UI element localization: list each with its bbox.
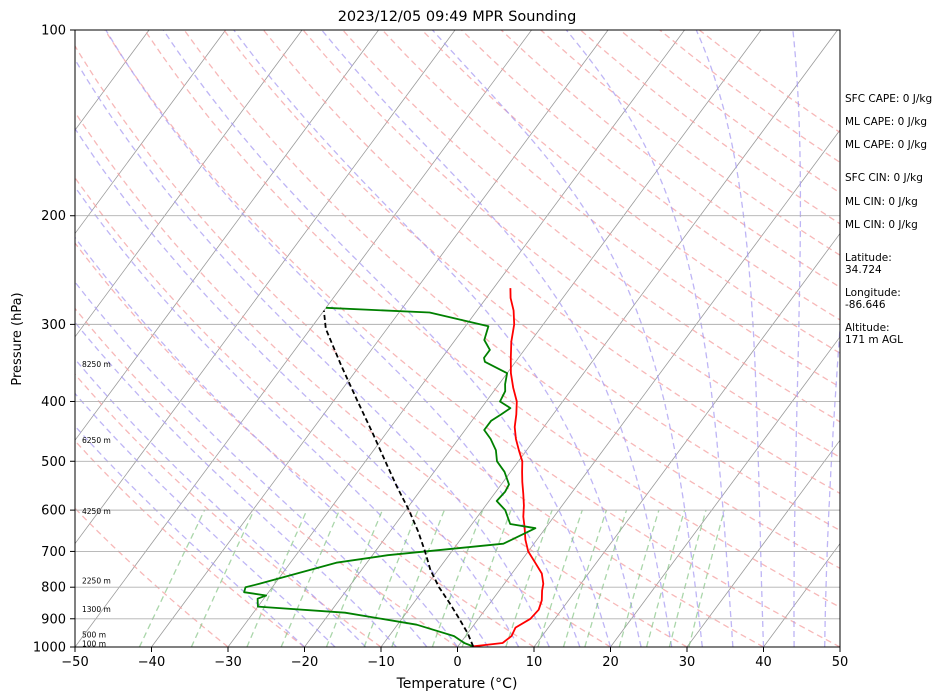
ml-cape-label-2: ML CAPE: 0 J/kg bbox=[845, 139, 928, 151]
background-reference-lines bbox=[75, 30, 840, 647]
isotherm bbox=[75, 30, 456, 545]
x-tick-label: 0 bbox=[453, 655, 461, 670]
moist-adiabat bbox=[75, 321, 397, 647]
temperature-profile bbox=[471, 288, 545, 647]
ml-cin-label-2: ML CIN: 0 J/kg bbox=[845, 219, 918, 231]
moist-adiabat bbox=[792, 30, 802, 647]
y-tick-label: 100 bbox=[41, 24, 66, 39]
chart-title: 2023/12/05 09:49 MPR Sounding bbox=[338, 9, 577, 25]
height-label: 4250 m bbox=[82, 507, 111, 516]
height-label: 6250 m bbox=[82, 436, 111, 445]
moist-adiabat bbox=[75, 358, 367, 647]
isotherm bbox=[75, 30, 303, 338]
moist-adiabat bbox=[321, 30, 673, 647]
x-tick-label: −10 bbox=[367, 655, 394, 670]
longitude-value: -86.646 bbox=[845, 299, 886, 311]
y-axis-ticks: 100 200 300 400 500 600 700 800 900 1000 bbox=[33, 24, 75, 656]
moist-adiabat bbox=[162, 30, 612, 647]
height-label: 500 m bbox=[82, 631, 106, 640]
moist-adiabat bbox=[75, 58, 550, 647]
x-tick-label: 40 bbox=[755, 655, 772, 670]
dry-adiabat bbox=[104, 30, 840, 647]
mixing-ratio-line bbox=[688, 509, 725, 647]
dry-adiabat bbox=[75, 439, 305, 647]
mixing-ratio-line bbox=[461, 509, 512, 647]
moist-adiabat bbox=[105, 30, 581, 647]
y-tick-label: 600 bbox=[41, 504, 66, 519]
dry-adiabat bbox=[183, 30, 840, 570]
mixing-ratio-line bbox=[584, 509, 628, 647]
y-axis-label: Pressure (hPa) bbox=[10, 292, 25, 385]
mixing-ratio-line bbox=[138, 509, 206, 647]
isotherm bbox=[686, 439, 840, 647]
isotherm bbox=[151, 30, 609, 647]
ml-cape-label: ML CAPE: 0 J/kg bbox=[845, 116, 928, 128]
height-label: 1300 m bbox=[82, 605, 111, 614]
dry-adiabat bbox=[421, 30, 840, 354]
ml-cin-label: ML CIN: 0 J/kg bbox=[845, 196, 918, 208]
isotherm bbox=[533, 232, 840, 647]
dry-adiabat bbox=[381, 30, 840, 388]
isotherm bbox=[610, 336, 840, 647]
height-label: 100 m bbox=[82, 639, 106, 648]
height-label: 8250 m bbox=[82, 360, 111, 369]
isotherm bbox=[227, 30, 685, 647]
x-tick-label: 50 bbox=[832, 655, 849, 670]
isotherm bbox=[75, 30, 532, 647]
dry-adiabat bbox=[75, 242, 535, 647]
height-label: 2250 m bbox=[82, 576, 111, 585]
dry-adiabat bbox=[75, 111, 688, 647]
mixing-ratio-line bbox=[190, 509, 255, 647]
x-tick-label: −30 bbox=[214, 655, 241, 670]
moist-adiabat bbox=[75, 236, 459, 647]
isotherm bbox=[75, 30, 226, 235]
moist-adiabat bbox=[695, 30, 765, 647]
dry-adiabat bbox=[75, 507, 229, 647]
x-tick-label: −50 bbox=[61, 655, 88, 670]
y-tick-label: 200 bbox=[41, 209, 66, 224]
isotherm bbox=[380, 30, 838, 647]
dry-adiabat bbox=[144, 30, 840, 608]
isotherm bbox=[75, 30, 379, 441]
y-tick-label: 800 bbox=[41, 581, 66, 596]
dewpoint-profile bbox=[243, 306, 537, 647]
moist-adiabat bbox=[431, 30, 703, 647]
isotherm bbox=[304, 30, 762, 647]
y-tick-label: 700 bbox=[41, 545, 66, 560]
x-tick-label: 10 bbox=[526, 655, 543, 670]
y-tick-label: 900 bbox=[41, 612, 66, 627]
y-tick-label: 500 bbox=[41, 455, 66, 470]
altitude-value: 171 m AGL bbox=[845, 334, 903, 346]
y-tick-label: 300 bbox=[41, 318, 66, 333]
latitude-value: 34.724 bbox=[845, 264, 882, 276]
moist-adiabat bbox=[75, 392, 336, 647]
moist-adiabat bbox=[75, 185, 489, 647]
longitude-label: Longitude: bbox=[845, 287, 901, 299]
dry-adiabat bbox=[75, 307, 458, 647]
x-tick-label: −40 bbox=[138, 655, 165, 670]
dry-adiabat bbox=[262, 30, 840, 495]
x-axis-label: Temperature (°C) bbox=[396, 676, 518, 692]
y-tick-label: 400 bbox=[41, 395, 66, 410]
mixing-ratio-line bbox=[618, 509, 660, 647]
sfc-cape-label: SFC CAPE: 0 J/kg bbox=[845, 93, 933, 105]
x-tick-label: −20 bbox=[291, 655, 318, 670]
moist-adiabat bbox=[565, 30, 734, 647]
x-tick-label: 30 bbox=[679, 655, 696, 670]
latitude-label: Latitude: bbox=[845, 252, 892, 264]
x-axis-ticks: −50 −40 −30 −20 −10 0 10 20 30 40 50 bbox=[61, 647, 848, 670]
dry-adiabat bbox=[223, 30, 840, 532]
parcel-profile bbox=[323, 310, 475, 647]
moist-adiabat bbox=[75, 127, 520, 647]
moist-adiabat bbox=[233, 30, 642, 647]
sfc-cin-label: SFC CIN: 0 J/kg bbox=[845, 172, 923, 184]
x-tick-label: 20 bbox=[602, 655, 619, 670]
data-series bbox=[243, 288, 545, 647]
dry-adiabat bbox=[75, 44, 764, 647]
altitude-label: Altitude: bbox=[845, 322, 890, 334]
y-tick-label: 1000 bbox=[33, 641, 66, 656]
moist-adiabat bbox=[824, 320, 840, 647]
